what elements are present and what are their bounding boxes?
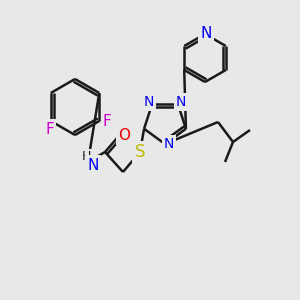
Text: N: N (144, 95, 154, 109)
Text: F: F (45, 122, 54, 136)
Text: N: N (87, 158, 99, 172)
Text: H: H (81, 151, 91, 164)
Text: F: F (103, 113, 112, 128)
Text: N: N (200, 26, 212, 40)
Text: S: S (135, 143, 145, 161)
Text: O: O (118, 128, 130, 142)
Text: N: N (164, 137, 174, 151)
Text: N: N (176, 95, 186, 109)
